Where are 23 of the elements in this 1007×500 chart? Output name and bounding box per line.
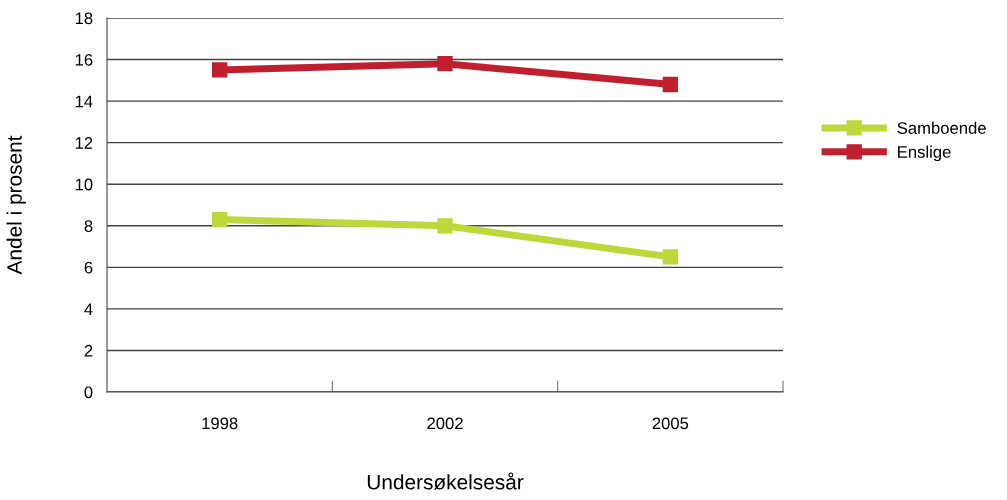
- y-tick-label: 14: [75, 95, 93, 108]
- y-tick-label: 4: [84, 303, 93, 315]
- x-tick-label: 2002: [427, 417, 463, 430]
- x-tick-label: 1998: [202, 417, 238, 430]
- point: [662, 76, 678, 93]
- y-axis-title: Andel i prosent: [6, 135, 26, 275]
- x-tick-label: 2005: [652, 417, 689, 430]
- y-tick-label: 0: [84, 386, 93, 399]
- y-tick-label: 18: [75, 12, 93, 25]
- point: [662, 249, 678, 265]
- legend-label: Enslige: [898, 145, 951, 162]
- y-tick-label: 12: [75, 137, 93, 149]
- y-tick-label: 10: [75, 178, 93, 191]
- point: [212, 62, 228, 78]
- point: [437, 218, 453, 234]
- legend-label: Samboende: [897, 121, 986, 134]
- y-tick-label: 2: [84, 344, 93, 357]
- point: [212, 211, 228, 228]
- y-tick-label: 6: [84, 261, 93, 274]
- y-tick-label: 16: [75, 53, 93, 66]
- x-axis-title: Undersøkelsesår: [367, 472, 524, 490]
- y-tick-label: 8: [84, 220, 93, 232]
- point: [437, 56, 453, 72]
